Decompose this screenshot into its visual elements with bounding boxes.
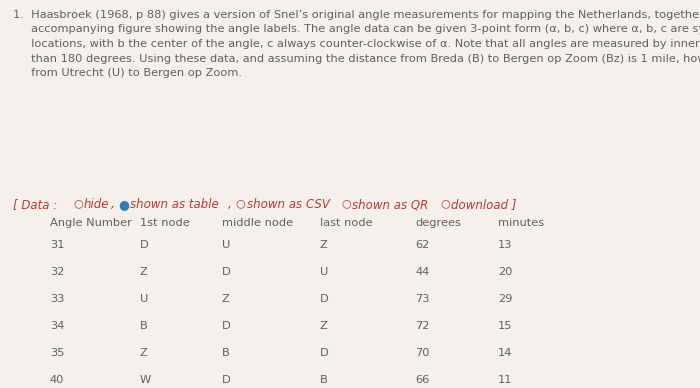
Text: 31: 31 <box>50 240 64 250</box>
Text: ○: ○ <box>341 198 351 208</box>
Text: Z: Z <box>222 294 230 304</box>
Text: U: U <box>140 294 148 304</box>
Text: D: D <box>222 375 231 385</box>
Text: 34: 34 <box>50 321 64 331</box>
Text: 33: 33 <box>50 294 64 304</box>
Text: D: D <box>222 321 231 331</box>
Text: degrees: degrees <box>415 218 461 228</box>
Text: ○: ○ <box>235 198 245 208</box>
Text: 15: 15 <box>498 321 512 331</box>
Text: 1st node: 1st node <box>140 218 190 228</box>
Text: shown as CSV: shown as CSV <box>247 198 330 211</box>
Text: 44: 44 <box>415 267 429 277</box>
Text: hide: hide <box>84 198 109 211</box>
Text: B: B <box>222 348 230 358</box>
Text: ●: ● <box>118 198 129 211</box>
Text: locations, with b the center of the angle, c always counter-clockwise of α. Note: locations, with b the center of the angl… <box>13 39 700 49</box>
Text: shown as table: shown as table <box>130 198 218 211</box>
Text: 72: 72 <box>415 321 429 331</box>
Text: 40: 40 <box>50 375 64 385</box>
Text: U: U <box>222 240 230 250</box>
Text: Z: Z <box>320 321 328 331</box>
Text: 20: 20 <box>498 267 512 277</box>
Text: accompanying figure showing the angle labels. The angle data can be given 3-poin: accompanying figure showing the angle la… <box>13 24 700 35</box>
Text: D: D <box>320 294 329 304</box>
Text: D: D <box>140 240 148 250</box>
Text: middle node: middle node <box>222 218 293 228</box>
Text: Z: Z <box>140 348 148 358</box>
Text: B: B <box>140 321 148 331</box>
Text: than 180 degrees. Using these data, and assuming the distance from Breda (B) to : than 180 degrees. Using these data, and … <box>13 54 700 64</box>
Text: U: U <box>320 267 328 277</box>
Text: Angle Number: Angle Number <box>50 218 132 228</box>
Text: shown as QR: shown as QR <box>352 198 428 211</box>
Text: 11: 11 <box>498 375 512 385</box>
Text: 29: 29 <box>498 294 512 304</box>
Text: 35: 35 <box>50 348 64 358</box>
Text: D: D <box>222 267 231 277</box>
Text: ○: ○ <box>73 198 83 208</box>
Text: Z: Z <box>140 267 148 277</box>
Text: 66: 66 <box>415 375 429 385</box>
Text: download ]: download ] <box>451 198 517 211</box>
Text: [ Data :: [ Data : <box>13 198 57 211</box>
Text: ○: ○ <box>440 198 449 208</box>
Text: ,: , <box>228 198 232 211</box>
Text: last node: last node <box>320 218 372 228</box>
Text: D: D <box>320 348 329 358</box>
Text: from Utrecht (U) to Bergen op Zoom.: from Utrecht (U) to Bergen op Zoom. <box>13 68 242 78</box>
Text: 70: 70 <box>415 348 430 358</box>
Text: 1.  Haasbroek (1968, p 88) gives a version of Snel’s original angle measurements: 1. Haasbroek (1968, p 88) gives a versio… <box>13 10 700 20</box>
Text: 13: 13 <box>498 240 512 250</box>
Text: 62: 62 <box>415 240 429 250</box>
Text: 14: 14 <box>498 348 512 358</box>
Text: 73: 73 <box>415 294 430 304</box>
Text: ,: , <box>111 198 115 211</box>
Text: B: B <box>320 375 328 385</box>
Text: minutes: minutes <box>498 218 544 228</box>
Text: W: W <box>140 375 151 385</box>
Text: Z: Z <box>320 240 328 250</box>
Text: 32: 32 <box>50 267 64 277</box>
